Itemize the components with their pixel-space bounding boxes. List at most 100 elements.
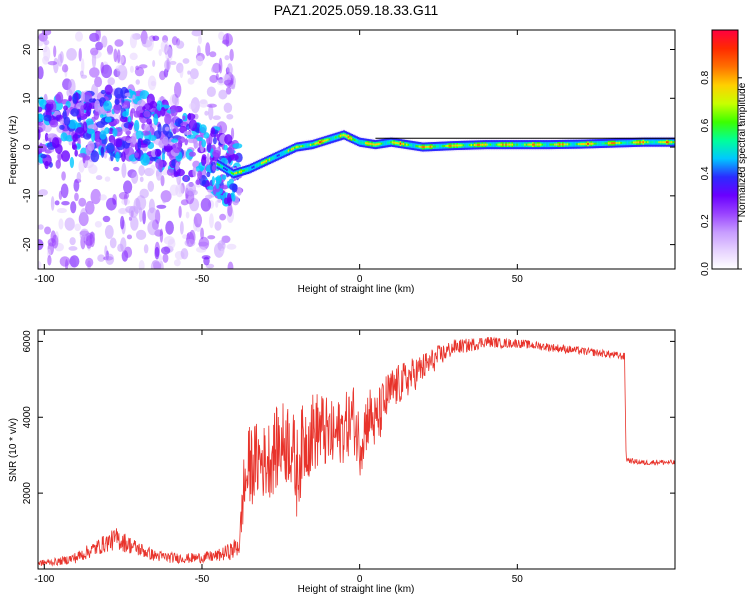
spectrogram-ridge-cell: [666, 141, 669, 144]
spectrogram-noise-blob: [147, 207, 158, 221]
spectrogram-noise-blob: [221, 39, 230, 45]
spectrogram-noise-blob: [169, 60, 177, 65]
spectrogram-signal-blob: [74, 149, 78, 157]
spectrogram-noise-blob: [212, 115, 221, 121]
spectrogram-signal-blob: [133, 119, 140, 132]
spectrogram-ridge-cell: [480, 143, 483, 146]
spectrogram-ridge-cell: [565, 143, 568, 146]
spectrogram-noise-blob: [200, 197, 212, 212]
spectrogram-ridge-cell: [576, 143, 579, 146]
spectrogram-ridge-cell: [596, 142, 600, 145]
spectrogram-ridge-cell: [543, 143, 546, 146]
spectrogram-ridge-cell: [353, 138, 357, 141]
spectrogram-noise-blob: [44, 226, 52, 235]
spectrogram-noise-blob: [138, 165, 145, 177]
spectrogram-signal-blob: [121, 136, 130, 141]
spectrogram-ridge-cell: [475, 143, 478, 146]
spectrogram-noise-blob: [58, 218, 64, 230]
spectrogram-noise-blob: [135, 229, 147, 240]
spectrogram-ridge-cell: [390, 141, 393, 144]
spectrogram-ridge-cell: [350, 137, 354, 140]
spectrogram-ridge-cell: [634, 141, 637, 144]
spectrogram-noise-blob: [90, 188, 101, 205]
spectrogram-ridge-cell: [319, 141, 322, 144]
spectrogram-ridge-cell: [647, 141, 650, 144]
spectrogram-noise-blob: [223, 79, 234, 86]
spectrogram-ridge-cell: [383, 142, 387, 145]
spectrogram-signal-blob: [153, 113, 159, 126]
spectrogram-ridge-cell: [393, 141, 396, 144]
spectrogram-ridge-cell: [402, 143, 406, 146]
spectrogram-signal-blob: [212, 185, 217, 196]
spectrogram-ridge-cell: [262, 161, 265, 164]
spectrogram-ridge-cell: [306, 144, 309, 147]
spectrogram-signal-blob: [170, 105, 178, 117]
spectrogram-ridge-cell: [551, 143, 554, 146]
spectrogram-ridge-cell: [506, 143, 510, 146]
spectrogram-ridge-cell: [557, 143, 560, 146]
spectrogram-noise-blob: [154, 246, 160, 260]
spectrogram-ridge-cell: [382, 142, 385, 145]
spectrogram-ridge-cell: [260, 162, 264, 165]
spectrogram-ridge-cell: [492, 143, 495, 146]
spectrogram-noise-blob: [211, 66, 216, 73]
spectrogram-ridge-cell: [339, 134, 343, 137]
spectrogram-noise-blob: [97, 254, 106, 262]
spectrogram-x-tick-label: -50: [195, 274, 210, 285]
spectrogram-ridge-cell: [309, 143, 313, 146]
spectrogram-ridge-cell: [412, 144, 415, 147]
spectrogram-ridge-cell: [593, 142, 596, 145]
spectrogram-noise-blob: [188, 102, 196, 110]
spectrogram-noise-blob: [160, 40, 169, 53]
spectrogram-noise-blob: [219, 213, 227, 221]
spectrogram-noise-blob: [226, 243, 237, 250]
spectrogram-noise-blob: [213, 242, 225, 258]
spectrogram-ridge-cell: [218, 164, 221, 167]
spectrogram-noise-blob: [135, 79, 140, 85]
spectrogram-signal-blob: [77, 117, 82, 122]
spectrogram-noise-blob: [147, 220, 159, 236]
spectrogram-noise-blob: [104, 245, 108, 257]
snr-x-tick-label: 50: [512, 574, 524, 585]
snr-series-line: [38, 336, 675, 567]
spectrogram-noise-blob: [54, 200, 60, 206]
spectrogram-signal-blob: [56, 91, 64, 104]
spectrogram-ridge-cell: [281, 152, 284, 155]
spectrogram-noise-blob: [179, 65, 184, 79]
spectrogram-noise-blob: [193, 213, 203, 228]
spectrogram-noise-blob: [123, 180, 133, 194]
spectrogram-noise-blob: [229, 48, 234, 61]
spectrogram-signal-blob: [130, 108, 136, 114]
spectrogram-noise-blob: [109, 237, 117, 249]
spectrogram-ridge-cell: [495, 143, 499, 146]
spectrogram-signal-blob: [38, 129, 41, 141]
spectrogram-ridge-cell: [312, 143, 316, 146]
spectrogram-y-tick-label: -10: [22, 188, 33, 203]
spectrogram-noise-blob: [147, 180, 155, 192]
spectrogram-noise-blob: [74, 31, 84, 42]
spectrogram-ridge-cell: [278, 154, 281, 157]
spectrogram-ridge-cell: [300, 145, 303, 148]
spectrogram-noise-blob: [85, 257, 94, 268]
spectrogram-ridge-cell: [267, 159, 270, 162]
spectrogram-ridge-cell: [650, 141, 653, 144]
spectrogram-signal-blob: [87, 124, 98, 130]
spectrogram-signal-blob: [132, 94, 136, 100]
spectrogram-ridge-cell: [387, 141, 390, 144]
spectrogram-ridge-cell: [443, 145, 447, 148]
spectrogram-signal-blob: [196, 137, 204, 142]
spectrogram-signal-blob: [90, 130, 96, 142]
spectrogram-noise-blob: [115, 64, 127, 72]
spectrogram-ridge-cell: [585, 142, 589, 145]
spectrogram-signal-blob: [154, 149, 161, 157]
spectrogram-ridge-cell: [416, 145, 420, 148]
spectrogram-ridge-cell: [521, 143, 524, 146]
spectrogram-ridge-cell: [219, 165, 223, 168]
spectrogram-signal-blob: [88, 98, 97, 103]
spectrogram-ridge-cell: [489, 143, 492, 146]
spectrogram-noise-blob: [182, 234, 188, 239]
spectrogram-signal-blob: [80, 91, 85, 104]
spectrogram-signal-blob: [199, 124, 207, 134]
spectrogram-ridge-cell: [546, 143, 549, 146]
spectrogram-noise-blob: [61, 200, 70, 206]
